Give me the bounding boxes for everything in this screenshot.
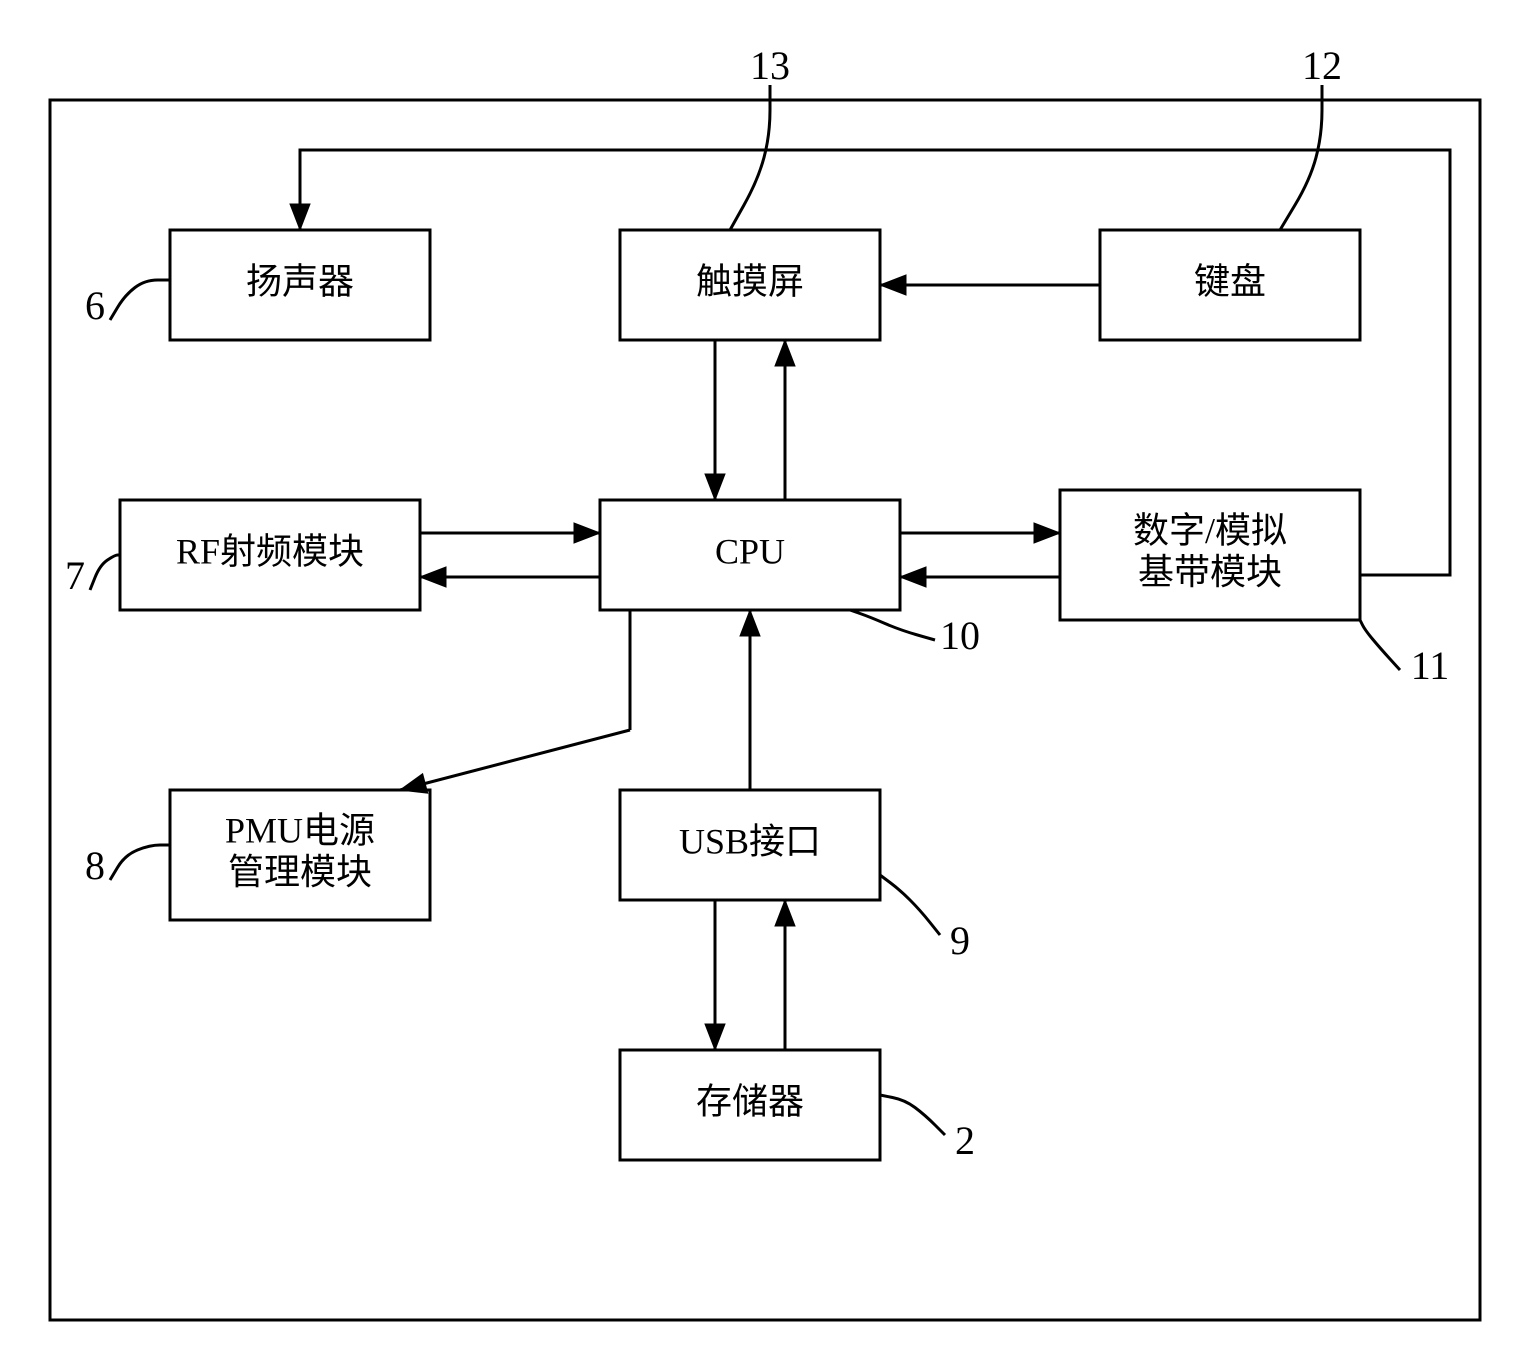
leader-6-number: 6: [85, 283, 105, 328]
node-baseband: 数字/模拟基带模块: [1060, 490, 1360, 620]
node-touch-label: 触摸屏: [696, 261, 804, 301]
arrowhead: [880, 275, 906, 295]
node-baseband-label-0: 数字/模拟: [1133, 511, 1287, 551]
arrowhead: [705, 474, 725, 500]
arrowhead: [420, 567, 446, 587]
node-rf: RF射频模块: [120, 500, 420, 610]
leader-7-number: 7: [65, 553, 85, 598]
arrowhead: [1034, 523, 1060, 543]
leader-9: 9: [880, 875, 970, 963]
leader-9-number: 9: [950, 918, 970, 963]
edge-usb-memory: [705, 900, 795, 1050]
leader-11-number: 11: [1411, 643, 1450, 688]
node-keyboard-label: 键盘: [1194, 261, 1266, 301]
arrowhead: [775, 340, 795, 366]
leader-6: 6: [85, 280, 170, 328]
leader-2-path: [880, 1095, 945, 1135]
leader-12-path: [1280, 85, 1322, 230]
leader-13-number: 13: [750, 43, 790, 88]
node-speaker: 扬声器: [170, 230, 430, 340]
edge-touch-cpu: [705, 340, 795, 500]
leader-10: 10: [850, 610, 980, 658]
leader-7-path: [90, 555, 120, 590]
leader-9-path: [880, 875, 940, 935]
node-cpu-label: CPU: [715, 531, 785, 571]
edge-keyboard-touch: [880, 275, 1100, 295]
edge-usb-cpu: [740, 610, 760, 790]
arrowhead: [400, 774, 428, 793]
node-keyboard: 键盘: [1100, 230, 1360, 340]
leader-11: 11: [1360, 620, 1449, 688]
leader-8-number: 8: [85, 843, 105, 888]
edge-rf-cpu: [420, 523, 600, 587]
edge-cpu-pmu: [400, 610, 630, 793]
leader-10-number: 10: [940, 613, 980, 658]
arrowhead: [290, 204, 310, 230]
arrowhead: [740, 610, 760, 636]
leader-2: 2: [880, 1095, 975, 1163]
node-memory: 存储器: [620, 1050, 880, 1160]
node-usb-label: USB接口: [679, 821, 821, 861]
leader-11-path: [1360, 620, 1400, 670]
node-pmu: PMU电源管理模块: [170, 790, 430, 920]
node-usb: USB接口: [620, 790, 880, 900]
node-cpu: CPU: [600, 500, 900, 610]
node-touch: 触摸屏: [620, 230, 880, 340]
leader-2-number: 2: [955, 1118, 975, 1163]
node-rf-label: RF射频模块: [176, 531, 364, 571]
node-memory-label: 存储器: [696, 1081, 804, 1121]
node-speaker-label: 扬声器: [246, 261, 354, 301]
leader-8-path: [110, 845, 170, 880]
leader-12: 12: [1280, 43, 1342, 230]
arrowhead: [900, 567, 926, 587]
arrowhead: [775, 900, 795, 926]
leader-13-path: [730, 85, 770, 230]
node-pmu-label-1: 管理模块: [228, 852, 372, 892]
node-pmu-label-0: PMU电源: [225, 811, 375, 851]
leader-12-number: 12: [1302, 43, 1342, 88]
arrowhead: [705, 1024, 725, 1050]
leader-7: 7: [65, 553, 120, 598]
leader-8: 8: [85, 843, 170, 888]
edge-seg: [400, 730, 630, 790]
leader-13: 13: [730, 43, 790, 230]
node-baseband-label-1: 基带模块: [1138, 552, 1282, 592]
edge-cpu-baseband: [900, 523, 1060, 587]
arrowhead: [574, 523, 600, 543]
leader-6-path: [110, 280, 170, 320]
leader-10-path: [850, 610, 935, 640]
